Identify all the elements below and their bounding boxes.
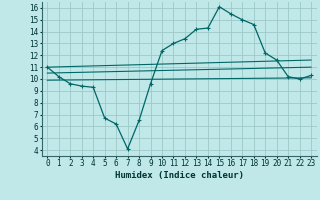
X-axis label: Humidex (Indice chaleur): Humidex (Indice chaleur): [115, 171, 244, 180]
